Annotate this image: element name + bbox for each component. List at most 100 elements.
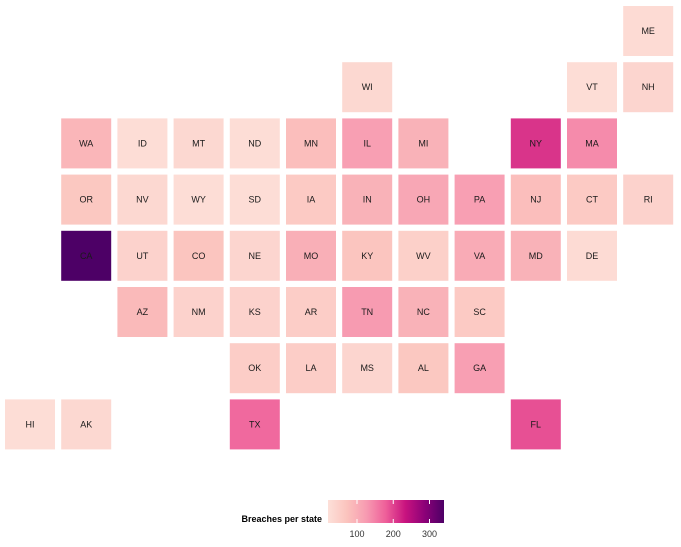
tile-rect xyxy=(229,118,280,169)
legend-tick-label: 100 xyxy=(349,529,364,539)
tile-sd: SD xyxy=(229,174,280,225)
tile-rect xyxy=(454,230,505,281)
tile-label: SD xyxy=(249,195,262,205)
tile-rect xyxy=(398,174,449,225)
tile-rect xyxy=(117,118,168,169)
tile-ri: RI xyxy=(623,174,674,225)
tile-label: NV xyxy=(136,195,149,205)
tile-label: OK xyxy=(248,363,261,373)
tile-ms: MS xyxy=(342,343,393,394)
tile-rect xyxy=(398,118,449,169)
tile-rect xyxy=(5,399,55,450)
tile-label: CO xyxy=(192,251,206,261)
tile-la: LA xyxy=(286,343,336,394)
tile-nj: NJ xyxy=(510,174,561,225)
tile-label: WY xyxy=(191,195,206,205)
tile-label: HI xyxy=(26,419,35,429)
tile-rect xyxy=(286,174,336,225)
tile-al: AL xyxy=(398,343,449,394)
tile-ky: KY xyxy=(342,230,393,281)
tile-label: MN xyxy=(304,138,318,148)
tile-rect xyxy=(398,343,449,394)
tile-rect xyxy=(286,230,336,281)
tile-rect xyxy=(567,174,617,225)
tile-rect xyxy=(286,343,336,394)
tile-me: ME xyxy=(623,6,674,56)
tile-label: NJ xyxy=(530,195,541,205)
tile-nc: NC xyxy=(398,287,449,337)
tile-ct: CT xyxy=(567,174,617,225)
tile-md: MD xyxy=(510,230,561,281)
tile-label: TX xyxy=(249,419,261,429)
tile-rect xyxy=(567,230,617,281)
tile-label: DE xyxy=(586,251,599,261)
tile-rect xyxy=(117,230,168,281)
tile-label: ME xyxy=(641,26,655,36)
tile-label: MO xyxy=(304,251,319,261)
tile-rect xyxy=(567,118,617,169)
tile-wv: WV xyxy=(398,230,449,281)
tile-label: IN xyxy=(363,195,372,205)
tile-label: NE xyxy=(249,251,262,261)
tile-ne: NE xyxy=(229,230,280,281)
tile-rect xyxy=(229,343,280,394)
tile-ut: UT xyxy=(117,230,168,281)
tile-vt: VT xyxy=(567,62,617,113)
tile-rect xyxy=(398,230,449,281)
tile-rect xyxy=(623,62,674,113)
tile-rect xyxy=(567,62,617,113)
tile-ar: AR xyxy=(286,287,336,337)
tile-label: KY xyxy=(361,251,373,261)
tile-rect xyxy=(342,62,393,113)
legend: Breaches per state 100 200 300 xyxy=(241,500,444,539)
tile-label: PA xyxy=(474,195,485,205)
tile-rect xyxy=(173,118,224,169)
tile-label: MD xyxy=(529,251,543,261)
tile-label: AR xyxy=(305,307,318,317)
tile-tx: TX xyxy=(229,399,280,450)
tile-hi: HI xyxy=(5,399,55,450)
tile-rect xyxy=(61,230,112,281)
tile-label: CT xyxy=(586,195,598,205)
tile-label: VT xyxy=(586,82,598,92)
tile-label: ND xyxy=(248,138,261,148)
tile-label: TN xyxy=(361,307,373,317)
tile-rect xyxy=(454,174,505,225)
tile-rect xyxy=(229,399,280,450)
tile-rect xyxy=(173,287,224,337)
tile-label: UT xyxy=(136,251,148,261)
legend-colorbar xyxy=(328,500,444,523)
tile-mo: MO xyxy=(286,230,336,281)
tile-rect xyxy=(173,174,224,225)
tile-label: RI xyxy=(644,195,653,205)
tile-ak: AK xyxy=(61,399,112,450)
tile-label: WA xyxy=(79,138,93,148)
tile-label: MS xyxy=(360,363,374,373)
tile-label: NH xyxy=(642,82,655,92)
tile-label: NC xyxy=(417,307,430,317)
tile-label: IA xyxy=(307,195,316,205)
tile-label: FL xyxy=(531,419,542,429)
tile-rect xyxy=(510,230,561,281)
legend-tick-label: 200 xyxy=(386,529,401,539)
tile-label: VA xyxy=(474,251,485,261)
tile-fl: FL xyxy=(510,399,561,450)
tile-label: GA xyxy=(473,363,486,373)
legend-title: Breaches per state xyxy=(241,514,322,524)
state-tiles: ME WI VT NH WA ID MT ND MN IL MI NY MA OR NV WY SD IA IN OH… xyxy=(5,6,674,450)
tile-label: AZ xyxy=(137,307,149,317)
tile-rect xyxy=(229,174,280,225)
tile-rect xyxy=(61,399,112,450)
tile-mn: MN xyxy=(286,118,336,169)
tile-label: CA xyxy=(80,251,93,261)
tile-label: NM xyxy=(192,307,206,317)
tile-or: OR xyxy=(61,174,112,225)
tile-label: MA xyxy=(585,138,599,148)
tile-rect xyxy=(229,287,280,337)
tile-rect xyxy=(454,343,505,394)
tile-de: DE xyxy=(567,230,617,281)
tile-rect xyxy=(623,6,674,56)
tile-rect xyxy=(510,174,561,225)
tile-oh: OH xyxy=(398,174,449,225)
